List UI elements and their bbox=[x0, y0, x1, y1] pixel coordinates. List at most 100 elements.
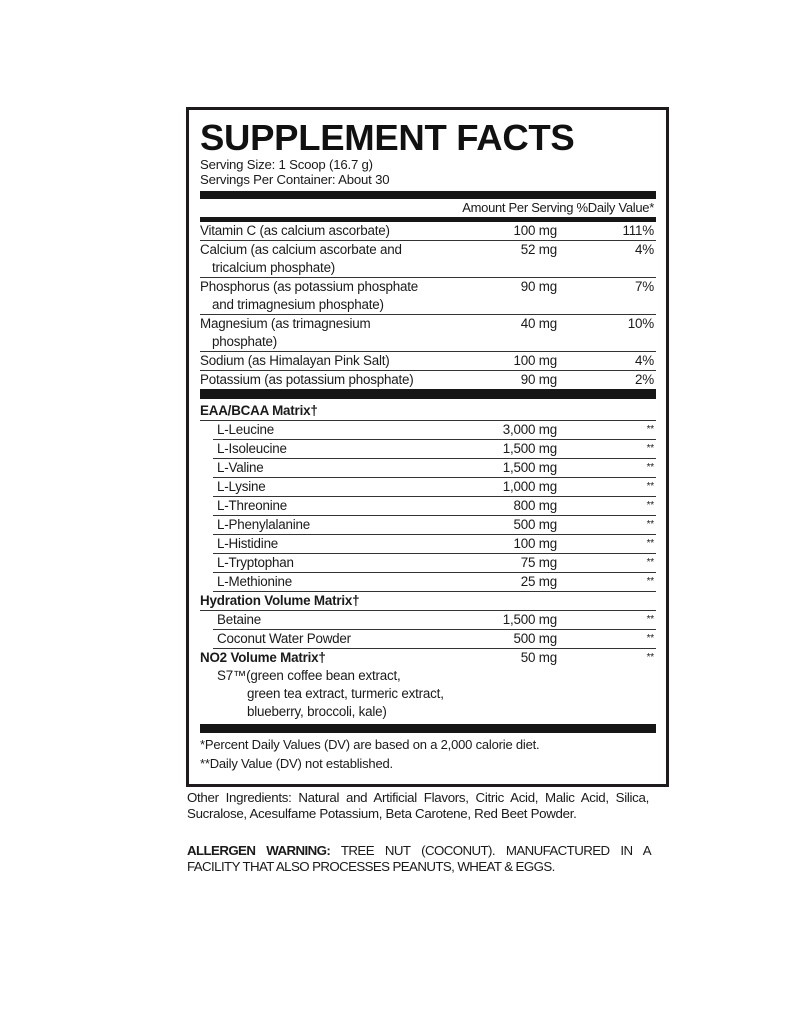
blend-daily-value bbox=[557, 592, 656, 610]
blend-name: NO2 Volume Matrix† bbox=[200, 650, 326, 665]
nutrient-name-line: Potassium (as potassium phosphate) bbox=[200, 372, 414, 387]
allergen-warning: ALLERGEN WARNING: TREE NUT (COCONUT). MA… bbox=[187, 843, 652, 875]
ingredient-daily-value: ** bbox=[646, 557, 655, 568]
allergen-label: ALLERGEN WARNING: bbox=[187, 843, 331, 858]
footnote-daily-values: *Percent Daily Values (DV) are based on … bbox=[200, 737, 540, 752]
panel-title: SUPPLEMENT FACTS bbox=[200, 117, 575, 158]
nutrient-amount: 100 mg bbox=[513, 353, 558, 368]
blend-daily-value: ** bbox=[646, 652, 655, 663]
nutrient-amount: 52 mg bbox=[520, 242, 557, 257]
nutrient-amount: 90 mg bbox=[520, 372, 557, 387]
ingredient-name: L-Methionine bbox=[217, 574, 293, 589]
column-header: Amount Per Serving %Daily Value* bbox=[462, 200, 654, 215]
ingredient-row: L-Methionine 25 mg ** bbox=[213, 573, 656, 592]
blend-header-row: Hydration Volume Matrix† bbox=[200, 592, 656, 611]
ingredient-row: L-Leucine 3,000 mg ** bbox=[213, 421, 656, 440]
divider-thick bbox=[200, 191, 656, 199]
nutrient-row: Sodium (as Himalayan Pink Salt) 100 mg 4% bbox=[200, 352, 656, 371]
serving-size: Serving Size: 1 Scoop (16.7 g) bbox=[200, 157, 373, 172]
ingredient-daily-value: ** bbox=[646, 462, 655, 473]
nutrient-list: Vitamin C (as calcium ascorbate) 100 mg 11… bbox=[200, 222, 656, 389]
divider-thick bbox=[200, 724, 656, 733]
blend-header-row: NO2 Volume Matrix† 50 mg ** bbox=[200, 649, 656, 667]
ingredient-row: Betaine 1,500 mg ** bbox=[213, 611, 656, 630]
nutrient-name: Vitamin C (as calcium ascorbate) bbox=[200, 222, 477, 240]
ingredient-daily-value: ** bbox=[646, 519, 655, 530]
allergen-text: TREE NUT (COCONUT). MANUFACTURED IN A FA… bbox=[187, 843, 652, 874]
nutrient-name: Sodium (as Himalayan Pink Salt) bbox=[200, 352, 477, 370]
ingredient-name: L-Leucine bbox=[217, 422, 275, 437]
nutrient-name: Calcium (as calcium ascorbate and tricalc… bbox=[200, 241, 477, 277]
blend-header-row: EAA/BCAA Matrix† bbox=[200, 402, 656, 421]
blend-amount: 50 mg bbox=[520, 650, 557, 665]
footnotes: *Percent Daily Values (DV) are based on … bbox=[200, 735, 656, 773]
no2-description-line: S7™(green coffee bean extract, bbox=[217, 668, 401, 683]
ingredient-row: L-Isoleucine 1,500 mg ** bbox=[213, 440, 656, 459]
nutrient-daily-value: 4% bbox=[635, 353, 654, 368]
ingredient-amount: 1,500 mg bbox=[502, 460, 557, 475]
ingredient-daily-value: ** bbox=[646, 424, 655, 435]
blend-amount bbox=[477, 402, 557, 420]
nutrient-name: Phosphorus (as potassium phosphate and tr… bbox=[200, 278, 477, 314]
nutrient-name-line: Magnesium (as trimagnesium bbox=[200, 316, 371, 331]
nutrient-row: Calcium (as calcium ascorbate and tricalc… bbox=[200, 241, 656, 278]
ingredient-name: Betaine bbox=[217, 612, 262, 627]
ingredient-amount: 500 mg bbox=[513, 517, 558, 532]
nutrient-daily-value: 10% bbox=[627, 316, 654, 331]
ingredient-name: L-Valine bbox=[217, 460, 264, 475]
nutrient-name-line: Phosphorus (as potassium phosphate bbox=[200, 279, 419, 294]
nutrient-row: Vitamin C (as calcium ascorbate) 100 mg 11… bbox=[200, 222, 656, 241]
nutrient-daily-value: 2% bbox=[635, 372, 654, 387]
nutrient-name-line: Calcium (as calcium ascorbate and bbox=[200, 242, 402, 257]
blend-daily-value bbox=[557, 402, 656, 420]
ingredient-name: L-Threonine bbox=[217, 498, 288, 513]
nutrient-name-line: tricalcium phosphate) bbox=[212, 260, 336, 275]
nutrient-amount: 100 mg bbox=[513, 223, 558, 238]
footnote-not-established: **Daily Value (DV) not established. bbox=[200, 756, 393, 771]
blend-name: EAA/BCAA Matrix† bbox=[200, 403, 318, 418]
ingredient-name: L-Lysine bbox=[217, 479, 266, 494]
divider-thick bbox=[200, 389, 656, 399]
ingredient-daily-value: ** bbox=[646, 576, 655, 587]
nutrient-row: Magnesium (as trimagnesium phosphate) 40 m… bbox=[200, 315, 656, 352]
ingredient-row: L-Histidine 100 mg ** bbox=[213, 535, 656, 554]
ingredient-name: L-Phenylalanine bbox=[217, 517, 311, 532]
ingredient-row: L-Threonine 800 mg ** bbox=[213, 497, 656, 516]
no2-description-line: green tea extract, turmeric extract, bbox=[247, 686, 444, 701]
blend-name: Hydration Volume Matrix† bbox=[200, 593, 360, 608]
ingredient-amount: 25 mg bbox=[520, 574, 557, 589]
nutrient-name-line: Sodium (as Himalayan Pink Salt) bbox=[200, 353, 390, 368]
ingredient-daily-value: ** bbox=[646, 500, 655, 511]
other-ingredients: Other Ingredients: Natural and Artificia… bbox=[187, 790, 649, 821]
ingredient-amount: 1,000 mg bbox=[502, 479, 557, 494]
blend-amount bbox=[477, 592, 557, 610]
divider-medium bbox=[200, 217, 656, 222]
nutrient-name: Magnesium (as trimagnesium phosphate) bbox=[200, 315, 477, 351]
nutrient-daily-value: 111% bbox=[622, 223, 655, 238]
ingredient-row: L-Tryptophan 75 mg ** bbox=[213, 554, 656, 573]
nutrient-name: Potassium (as potassium phosphate) bbox=[200, 371, 477, 389]
ingredient-daily-value: ** bbox=[646, 538, 655, 549]
nutrient-name-line: and trimagnesium phosphate) bbox=[212, 297, 384, 312]
blend-list: EAA/BCAA Matrix† L-Leucine 3,000 mg ** L-Iso… bbox=[200, 402, 656, 667]
ingredient-name: L-Histidine bbox=[217, 536, 279, 551]
nutrient-daily-value: 4% bbox=[635, 242, 654, 257]
nutrient-daily-value: 7% bbox=[635, 279, 654, 294]
ingredient-daily-value: ** bbox=[646, 481, 655, 492]
ingredient-daily-value: ** bbox=[646, 614, 655, 625]
ingredient-row: L-Phenylalanine 500 mg ** bbox=[213, 516, 656, 535]
nutrient-row: Potassium (as potassium phosphate) 90 mg 2… bbox=[200, 371, 656, 389]
ingredient-row: L-Valine 1,500 mg ** bbox=[213, 459, 656, 478]
nutrient-amount: 40 mg bbox=[520, 316, 557, 331]
nutrient-amount: 90 mg bbox=[520, 279, 557, 294]
ingredient-row: L-Lysine 1,000 mg ** bbox=[213, 478, 656, 497]
ingredient-daily-value: ** bbox=[646, 443, 655, 454]
supplement-facts-panel: SUPPLEMENT FACTS Serving Size: 1 Scoop (… bbox=[186, 107, 669, 787]
ingredient-amount: 75 mg bbox=[520, 555, 557, 570]
ingredient-name: L-Tryptophan bbox=[217, 555, 294, 570]
ingredient-name: Coconut Water Powder bbox=[217, 631, 351, 646]
ingredient-row: Coconut Water Powder 500 mg ** bbox=[213, 630, 656, 649]
ingredient-amount: 1,500 mg bbox=[502, 441, 557, 456]
ingredient-amount: 1,500 mg bbox=[502, 612, 557, 627]
ingredient-daily-value: ** bbox=[646, 633, 655, 644]
